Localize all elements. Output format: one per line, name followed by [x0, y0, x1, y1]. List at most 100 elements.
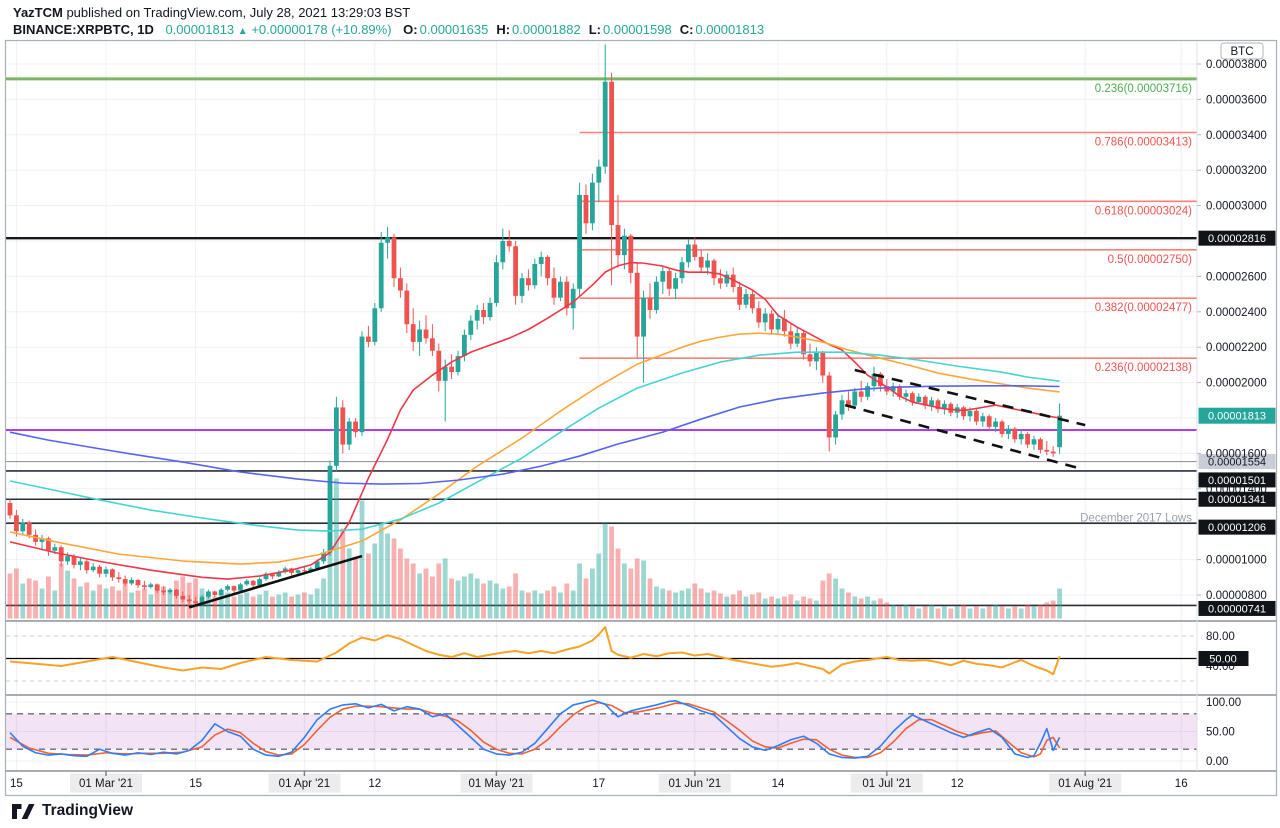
candle[interactable] [577, 182, 582, 296]
candle[interactable] [974, 409, 979, 426]
candle[interactable] [634, 262, 640, 358]
candle[interactable] [986, 414, 992, 431]
main-price-pane[interactable] [6, 41, 1197, 621]
candle[interactable] [903, 389, 909, 403]
candle[interactable] [180, 591, 186, 603]
candle[interactable] [1031, 435, 1037, 450]
candle[interactable] [506, 230, 512, 252]
candle[interactable] [711, 258, 717, 286]
candle[interactable] [167, 587, 173, 595]
candle[interactable] [564, 276, 570, 316]
candle[interactable] [103, 566, 109, 578]
candle[interactable] [135, 579, 141, 588]
candle[interactable] [935, 398, 941, 413]
candle[interactable] [526, 269, 531, 291]
candle[interactable] [161, 586, 166, 595]
candle[interactable] [1012, 426, 1018, 443]
candle[interactable] [218, 587, 224, 596]
candle[interactable] [142, 580, 147, 590]
candle[interactable] [999, 419, 1005, 438]
candle[interactable] [993, 418, 998, 433]
candle[interactable] [673, 272, 678, 300]
candle[interactable] [391, 233, 397, 288]
candle[interactable] [116, 571, 122, 583]
candle[interactable] [839, 394, 845, 420]
candle[interactable] [654, 276, 659, 314]
candle[interactable] [404, 283, 410, 334]
candle[interactable] [1044, 441, 1050, 456]
candle[interactable] [474, 304, 480, 330]
candle[interactable] [750, 290, 755, 314]
candle[interactable] [833, 410, 838, 445]
candle[interactable] [916, 393, 922, 404]
candle[interactable] [769, 310, 774, 335]
candle[interactable] [14, 510, 19, 537]
candle[interactable] [1057, 403, 1062, 454]
tradingview-logo[interactable]: TradingView [12, 802, 133, 820]
candle[interactable] [609, 72, 614, 286]
candle[interactable] [122, 575, 128, 587]
candle[interactable] [500, 228, 506, 270]
candle[interactable] [801, 331, 806, 360]
candle[interactable] [583, 184, 589, 234]
candle[interactable] [78, 557, 83, 571]
candle[interactable] [538, 251, 544, 277]
candle[interactable] [295, 568, 301, 575]
candle[interactable] [97, 564, 102, 578]
candle[interactable] [865, 382, 870, 401]
candle[interactable] [961, 405, 966, 420]
candle[interactable] [494, 255, 499, 307]
candle[interactable] [7, 499, 13, 519]
candle[interactable] [858, 380, 864, 403]
candle[interactable] [807, 343, 813, 367]
candle[interactable] [372, 302, 378, 346]
candle[interactable] [468, 315, 474, 341]
candle[interactable] [353, 418, 358, 438]
candle[interactable] [782, 310, 787, 337]
candle[interactable] [532, 258, 538, 289]
candle[interactable] [602, 44, 608, 174]
candle[interactable] [257, 577, 262, 587]
candle[interactable] [327, 460, 333, 557]
candle[interactable] [430, 324, 435, 357]
candle[interactable] [660, 265, 666, 295]
candle[interactable] [154, 583, 160, 594]
candle[interactable] [775, 313, 781, 334]
candle[interactable] [225, 584, 230, 592]
candle[interactable] [980, 412, 986, 427]
candle[interactable] [551, 267, 557, 305]
candle[interactable] [238, 582, 243, 592]
candle[interactable] [39, 534, 45, 549]
candle[interactable] [718, 269, 723, 289]
candle[interactable] [193, 596, 198, 606]
candle[interactable] [442, 359, 448, 422]
candle[interactable] [558, 276, 563, 302]
candle[interactable] [724, 271, 730, 288]
candle[interactable] [922, 394, 928, 410]
candle[interactable] [705, 253, 710, 275]
candle[interactable] [359, 331, 365, 436]
candle[interactable] [206, 589, 211, 599]
candle[interactable] [570, 283, 576, 330]
candle[interactable] [910, 391, 915, 406]
candle[interactable] [743, 288, 749, 309]
candle[interactable] [698, 249, 704, 273]
candle[interactable] [417, 320, 422, 357]
candle[interactable] [666, 267, 672, 296]
candle[interactable] [20, 518, 26, 535]
candle[interactable] [423, 315, 429, 344]
candle[interactable] [513, 241, 518, 305]
candle[interactable] [942, 400, 947, 415]
candle[interactable] [282, 566, 288, 574]
candle[interactable] [647, 283, 653, 319]
candle[interactable] [1006, 425, 1011, 440]
candle[interactable] [852, 387, 858, 410]
candle[interactable] [366, 325, 371, 348]
candle[interactable] [628, 233, 634, 284]
candle[interactable] [455, 350, 461, 376]
candle[interactable] [814, 347, 819, 371]
candle[interactable] [826, 371, 832, 452]
candle[interactable] [846, 391, 851, 411]
candle[interactable] [622, 228, 627, 270]
